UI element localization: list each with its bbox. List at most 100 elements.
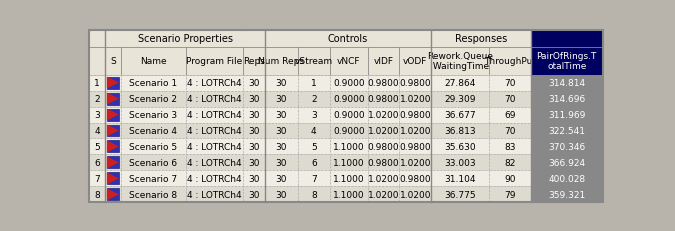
Text: 0.9800: 0.9800	[400, 79, 431, 88]
Text: 1.0200: 1.0200	[400, 158, 431, 167]
Text: 359.321: 359.321	[548, 190, 585, 199]
Bar	[244, 75, 265, 91]
Text: 1.1000: 1.1000	[333, 174, 364, 183]
Polygon shape	[107, 93, 119, 105]
Text: Scenario 5: Scenario 5	[129, 142, 178, 151]
Text: 27.864: 27.864	[444, 79, 476, 88]
Bar	[244, 155, 265, 171]
Polygon shape	[107, 109, 119, 121]
Bar	[298, 139, 330, 155]
Text: Scenario 8: Scenario 8	[129, 190, 178, 199]
Bar	[330, 123, 368, 139]
Text: 0.9800: 0.9800	[368, 79, 400, 88]
Text: vODF: vODF	[403, 57, 427, 66]
Bar	[368, 187, 400, 203]
Text: Responses: Responses	[455, 34, 507, 44]
Bar	[121, 171, 186, 187]
Bar	[186, 75, 244, 91]
Bar	[531, 31, 603, 48]
Bar	[431, 187, 489, 203]
Polygon shape	[107, 141, 119, 153]
Bar	[265, 187, 298, 203]
Text: 0.9800: 0.9800	[400, 142, 431, 151]
Bar	[105, 187, 121, 203]
Text: 69: 69	[504, 111, 516, 119]
Bar	[265, 75, 298, 91]
Bar	[121, 91, 186, 107]
Bar	[298, 48, 330, 75]
Bar	[531, 107, 603, 123]
Bar	[431, 31, 531, 48]
Text: 7: 7	[94, 174, 100, 183]
Text: 370.346: 370.346	[548, 142, 585, 151]
Text: Scenario 3: Scenario 3	[129, 111, 178, 119]
Text: 36.813: 36.813	[444, 126, 476, 135]
Bar	[531, 91, 603, 107]
Bar	[105, 91, 121, 107]
Text: 4 : LOTRCh4: 4 : LOTRCh4	[187, 142, 242, 151]
Text: 4 : LOTRCh4: 4 : LOTRCh4	[187, 190, 242, 199]
Text: 30: 30	[275, 111, 287, 119]
Bar	[531, 155, 603, 171]
Bar	[298, 123, 330, 139]
Bar	[368, 48, 400, 75]
Text: 1: 1	[311, 79, 317, 88]
Bar	[107, 141, 119, 153]
Bar	[89, 155, 105, 171]
Text: 4: 4	[94, 126, 100, 135]
Text: 70: 70	[504, 126, 516, 135]
Bar	[489, 155, 531, 171]
Text: 36.775: 36.775	[444, 190, 476, 199]
Text: 3: 3	[311, 111, 317, 119]
Text: 30: 30	[275, 142, 287, 151]
Text: vNCF: vNCF	[337, 57, 360, 66]
Text: 1.1000: 1.1000	[333, 190, 364, 199]
Bar	[489, 75, 531, 91]
Text: 0.9000: 0.9000	[333, 79, 364, 88]
Bar	[330, 187, 368, 203]
Text: 30: 30	[248, 79, 260, 88]
Text: Scenario 1: Scenario 1	[129, 79, 178, 88]
Bar	[105, 107, 121, 123]
Bar	[186, 91, 244, 107]
Polygon shape	[107, 125, 119, 137]
Bar	[489, 48, 531, 75]
Text: 6: 6	[94, 158, 100, 167]
Text: 4 : LOTRCh4: 4 : LOTRCh4	[187, 158, 242, 167]
Bar	[400, 171, 431, 187]
Text: 4 : LOTRCh4: 4 : LOTRCh4	[187, 174, 242, 183]
Bar	[531, 75, 603, 91]
Text: 1.0200: 1.0200	[368, 111, 399, 119]
Bar	[489, 91, 531, 107]
Text: 314.814: 314.814	[548, 79, 585, 88]
Text: 0.9800: 0.9800	[368, 95, 400, 103]
Bar	[107, 188, 119, 201]
Bar	[121, 155, 186, 171]
Bar	[244, 48, 265, 75]
Bar	[330, 155, 368, 171]
Bar	[89, 187, 105, 203]
Text: 30: 30	[275, 79, 287, 88]
Bar	[105, 123, 121, 139]
Bar	[89, 75, 105, 91]
Bar	[265, 139, 298, 155]
Text: 322.541: 322.541	[548, 126, 585, 135]
Text: 366.924: 366.924	[548, 158, 585, 167]
Text: 30: 30	[248, 174, 260, 183]
Bar	[121, 48, 186, 75]
Bar	[105, 155, 121, 171]
Text: 7: 7	[311, 174, 317, 183]
Text: 30: 30	[248, 95, 260, 103]
Bar	[368, 75, 400, 91]
Bar	[244, 139, 265, 155]
Bar	[186, 123, 244, 139]
Text: 35.630: 35.630	[444, 142, 476, 151]
Text: 31.104: 31.104	[444, 174, 476, 183]
Polygon shape	[107, 77, 119, 89]
Bar	[368, 91, 400, 107]
Text: 30: 30	[248, 126, 260, 135]
Bar	[489, 107, 531, 123]
Bar	[400, 139, 431, 155]
Text: 1.1000: 1.1000	[333, 142, 364, 151]
Bar	[265, 155, 298, 171]
